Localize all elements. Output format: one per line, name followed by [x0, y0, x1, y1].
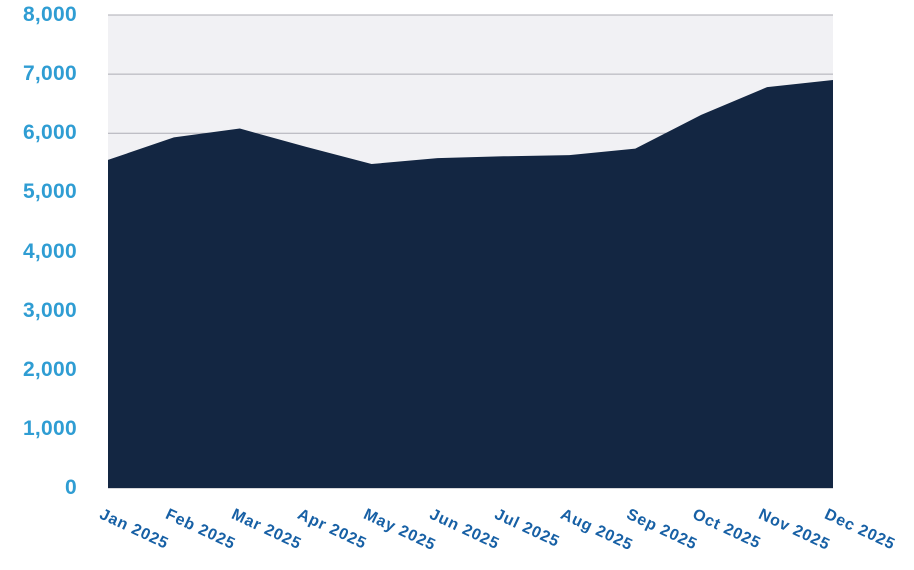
y-axis-label: 6,000 — [22, 121, 77, 145]
y-axis-label: 1,000 — [22, 416, 77, 440]
y-axis-label: 7,000 — [22, 62, 77, 86]
y-axis-label: 3,000 — [22, 298, 77, 322]
y-axis-label: 5,000 — [22, 180, 77, 204]
y-axis-label: 8,000 — [22, 3, 77, 26]
y-axis-label: 0 — [65, 476, 77, 499]
y-axis-label: 4,000 — [22, 239, 77, 263]
y-axis-label: 2,000 — [22, 357, 77, 381]
area-series — [108, 80, 833, 488]
